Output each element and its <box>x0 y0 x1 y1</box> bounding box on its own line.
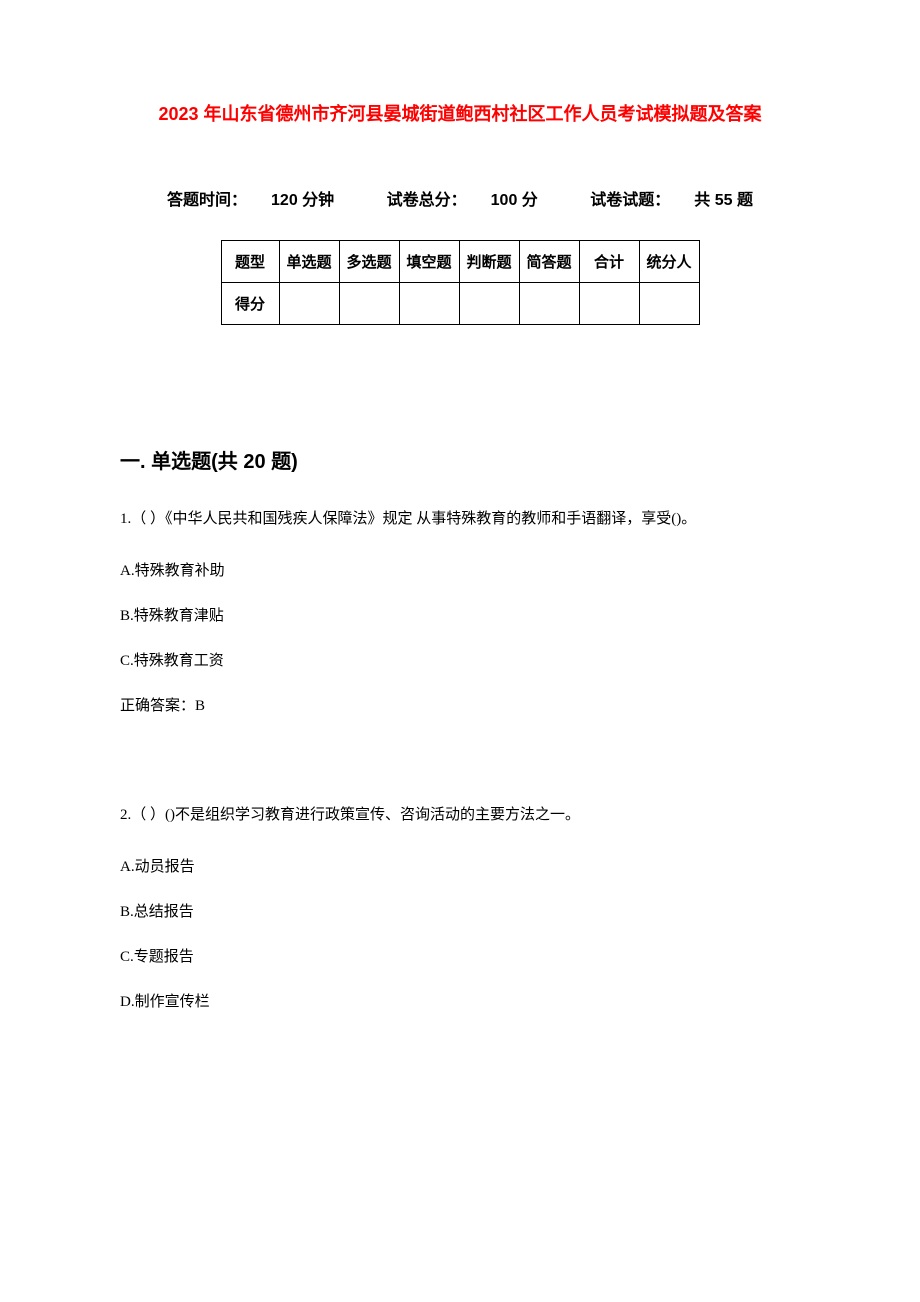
table-cell <box>519 283 579 325</box>
option-label: A. <box>120 563 135 579</box>
option-a: A.动员报告 <box>120 854 800 881</box>
option-c: C.特殊教育工资 <box>120 648 800 675</box>
table-score-row: 得分 <box>221 283 699 325</box>
option-b: B.总结报告 <box>120 899 800 926</box>
option-d: D.制作宣传栏 <box>120 989 800 1016</box>
question-number: 1. <box>120 511 131 527</box>
table-cell <box>459 283 519 325</box>
answer-value: B <box>195 698 205 714</box>
question-block: 1.（ ）《中华人民共和国残疾人保障法》规定 从事特殊教育的教师和手语翻译，享受… <box>120 504 800 720</box>
question-body: 《中华人民共和国残疾人保障法》规定 从事特殊教育的教师和手语翻译，享受()。 <box>165 511 696 527</box>
option-b: B.特殊教育津贴 <box>120 603 800 630</box>
exam-total-label: 试卷总分： <box>387 192 467 209</box>
table-cell <box>639 283 699 325</box>
option-text: 总结报告 <box>134 904 194 920</box>
table-header-cell: 填空题 <box>399 241 459 283</box>
option-label: A. <box>120 859 135 875</box>
question-text: 2.（ ）()不是组织学习教育进行政策宣传、咨询活动的主要方法之一。 <box>120 800 800 830</box>
exam-total: 试卷总分： 100 分 <box>375 192 550 209</box>
option-label: B. <box>120 904 134 920</box>
option-text: 制作宣传栏 <box>135 994 210 1010</box>
question-number: 2. <box>120 807 131 823</box>
exam-info-bar: 答题时间： 120 分钟 试卷总分： 100 分 试卷试题： 共 55 题 <box>120 186 800 210</box>
option-c: C.专题报告 <box>120 944 800 971</box>
exam-count-value: 共 55 题 <box>694 192 753 209</box>
option-text: 特殊教育津贴 <box>134 608 224 624</box>
question-text: 1.（ ）《中华人民共和国残疾人保障法》规定 从事特殊教育的教师和手语翻译，享受… <box>120 504 800 534</box>
table-cell <box>339 283 399 325</box>
exam-time: 答题时间： 120 分钟 <box>155 192 346 209</box>
exam-count: 试卷试题： 共 55 题 <box>578 192 765 209</box>
exam-time-value: 120 分钟 <box>271 192 334 209</box>
question-prefix: （ ） <box>131 511 165 527</box>
table-cell <box>399 283 459 325</box>
table-header-cell: 简答题 <box>519 241 579 283</box>
table-cell <box>579 283 639 325</box>
exam-count-label: 试卷试题： <box>590 192 670 209</box>
section-heading: 一. 单选题(共 20 题) <box>120 445 800 474</box>
option-text: 特殊教育工资 <box>134 653 224 669</box>
option-text: 动员报告 <box>135 859 195 875</box>
table-header-cell: 合计 <box>579 241 639 283</box>
table-header-row: 题型 单选题 多选题 填空题 判断题 简答题 合计 统分人 <box>221 241 699 283</box>
table-header-cell: 多选题 <box>339 241 399 283</box>
option-label: C. <box>120 949 134 965</box>
question-prefix: （ ） <box>131 807 165 823</box>
option-label: D. <box>120 994 135 1010</box>
exam-time-label: 答题时间： <box>167 192 247 209</box>
option-label: B. <box>120 608 134 624</box>
option-a: A.特殊教育补助 <box>120 558 800 585</box>
table-row-header: 得分 <box>221 283 279 325</box>
document-title: 2023 年山东省德州市齐河县晏城街道鲍西村社区工作人员考试模拟题及答案 <box>120 100 800 126</box>
question-body: ()不是组织学习教育进行政策宣传、咨询活动的主要方法之一。 <box>165 807 580 823</box>
table-header-cell: 统分人 <box>639 241 699 283</box>
exam-total-value: 100 分 <box>491 192 538 209</box>
answer-label: 正确答案： <box>120 698 195 714</box>
option-text: 特殊教育补助 <box>135 563 225 579</box>
table-header-cell: 单选题 <box>279 241 339 283</box>
table-cell <box>279 283 339 325</box>
table-header-cell: 判断题 <box>459 241 519 283</box>
score-table: 题型 单选题 多选题 填空题 判断题 简答题 合计 统分人 得分 <box>221 240 700 325</box>
correct-answer: 正确答案：B <box>120 693 800 720</box>
option-label: C. <box>120 653 134 669</box>
option-text: 专题报告 <box>134 949 194 965</box>
question-block: 2.（ ）()不是组织学习教育进行政策宣传、咨询活动的主要方法之一。 A.动员报… <box>120 800 800 1016</box>
table-header-cell: 题型 <box>221 241 279 283</box>
